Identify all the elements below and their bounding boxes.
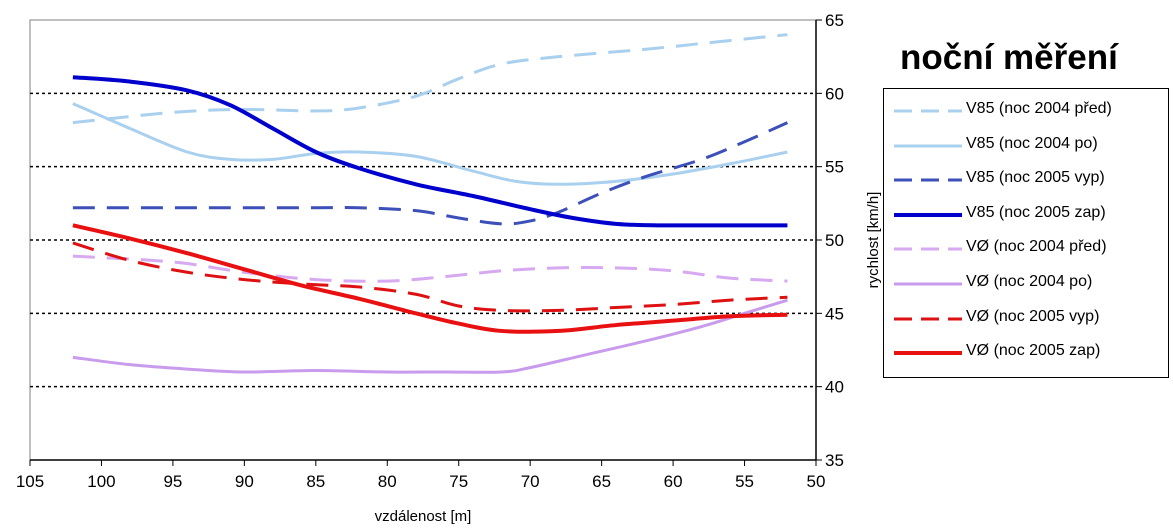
y-tick-label: 50 — [825, 231, 844, 250]
x-ticks: 105 100 95 90 85 80 75 70 65 60 55 50 — [16, 460, 826, 491]
y-tick-label: 55 — [825, 158, 844, 177]
series-line — [72, 33, 788, 125]
legend-label: V85 (noc 2004 po) — [966, 134, 1098, 152]
series-line — [72, 241, 788, 313]
y-tick-label: 40 — [825, 378, 844, 397]
legend-swatch — [894, 144, 962, 148]
legend-swatch — [894, 282, 962, 286]
legend-item: V85 (noc 2004 před) — [884, 95, 1168, 125]
series-line — [72, 223, 788, 334]
legend-label: VØ (noc 2004 před) — [966, 238, 1107, 256]
legend-label: V85 (noc 2004 před) — [966, 100, 1112, 117]
series-line — [72, 254, 788, 283]
x-tick-label: 100 — [87, 472, 115, 491]
x-tick-label: 95 — [163, 472, 182, 491]
series-line — [72, 298, 788, 374]
y-tick-label: 65 — [825, 11, 844, 30]
x-tick-label: 75 — [449, 472, 468, 491]
legend-item: VØ (noc 2005 vyp) — [884, 303, 1168, 333]
legend-label: VØ (noc 2004 po) — [966, 273, 1093, 290]
y-tick-label: 45 — [825, 304, 844, 323]
x-tick-label: 85 — [306, 472, 325, 491]
legend-item: V85 (noc 2005 zap) — [884, 199, 1168, 229]
legend: V85 (noc 2004 před) V85 (noc 2004 po) V85 … — [883, 88, 1169, 378]
x-tick-label: 80 — [378, 472, 397, 491]
legend-swatch — [894, 109, 962, 113]
y-tick-label: 35 — [825, 451, 844, 470]
x-tick-label: 65 — [592, 472, 611, 491]
x-tick-label: 90 — [235, 472, 254, 491]
legend-swatch — [894, 178, 962, 182]
x-tick-label: 55 — [735, 472, 754, 491]
legend-swatch — [894, 317, 962, 321]
series-line — [72, 121, 789, 226]
legend-swatch — [894, 351, 962, 356]
y-axis-label: rychlost [km/h] — [865, 192, 882, 289]
legend-item: V85 (noc 2004 po) — [884, 130, 1168, 160]
series-line — [72, 102, 788, 186]
chart-title: noční měření — [900, 38, 1118, 77]
y-tick-label: 60 — [825, 84, 844, 103]
legend-item: VØ (noc 2004 po) — [884, 268, 1168, 298]
legend-label: VØ (noc 2005 vyp) — [966, 307, 1100, 325]
y-ticks: 35 40 45 50 55 60 65 — [816, 11, 844, 470]
series-line — [72, 75, 788, 228]
legend-label: V85 (noc 2005 vyp) — [966, 169, 1105, 187]
legend-item: VØ (noc 2004 před) — [884, 233, 1168, 263]
series-lines — [72, 33, 789, 374]
x-axis-label: vzdálenost [m] — [375, 508, 472, 525]
x-tick-label: 60 — [664, 472, 683, 491]
legend-swatch — [894, 212, 962, 217]
legend-item: V85 (noc 2005 vyp) — [884, 164, 1168, 194]
x-tick-label: 105 — [16, 472, 44, 491]
legend-label: V85 (noc 2005 zap) — [966, 203, 1106, 221]
x-tick-label: 70 — [521, 472, 540, 491]
legend-swatch — [894, 247, 962, 251]
x-tick-label: 50 — [807, 472, 826, 491]
legend-label: VØ (noc 2005 zap) — [966, 342, 1101, 360]
legend-item: VØ (noc 2005 zap) — [884, 337, 1168, 367]
